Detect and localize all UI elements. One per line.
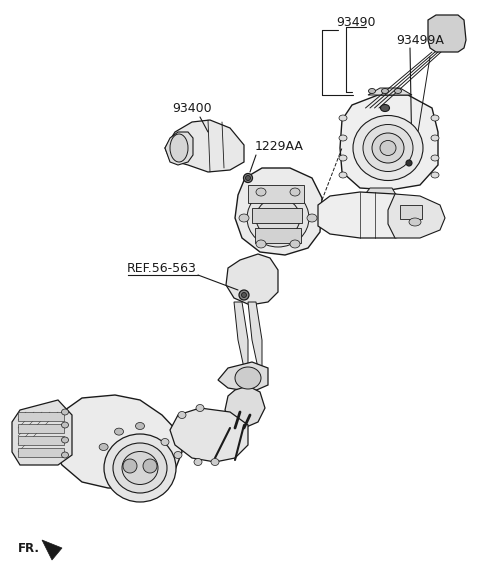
Ellipse shape (135, 423, 144, 430)
Ellipse shape (61, 422, 69, 428)
Bar (248, 185, 304, 203)
Ellipse shape (235, 367, 261, 389)
Ellipse shape (353, 116, 423, 180)
Ellipse shape (178, 411, 186, 419)
Ellipse shape (239, 290, 249, 300)
Text: 93499A: 93499A (396, 34, 444, 47)
Ellipse shape (113, 443, 167, 493)
Ellipse shape (61, 409, 69, 415)
Bar (18, 412, 64, 421)
Ellipse shape (256, 198, 300, 238)
Ellipse shape (256, 240, 266, 248)
Bar (255, 228, 301, 243)
Bar (433, 20, 442, 27)
Ellipse shape (243, 174, 252, 183)
Polygon shape (165, 132, 193, 165)
Ellipse shape (211, 458, 219, 465)
Ellipse shape (196, 404, 204, 411)
Ellipse shape (99, 444, 108, 450)
Ellipse shape (372, 133, 404, 163)
Polygon shape (170, 408, 248, 462)
Ellipse shape (143, 459, 157, 473)
Ellipse shape (339, 172, 347, 178)
Ellipse shape (123, 459, 137, 473)
Ellipse shape (104, 434, 176, 502)
Ellipse shape (431, 115, 439, 121)
Text: FR.: FR. (18, 542, 40, 555)
Polygon shape (368, 88, 412, 95)
Ellipse shape (431, 155, 439, 161)
Polygon shape (388, 194, 445, 238)
Bar (445, 40, 454, 47)
Polygon shape (225, 386, 265, 428)
Polygon shape (218, 362, 268, 392)
Text: 93490: 93490 (336, 16, 376, 29)
Ellipse shape (431, 135, 439, 141)
Bar (433, 40, 442, 47)
Ellipse shape (339, 155, 347, 161)
Ellipse shape (247, 189, 309, 247)
Bar (252, 208, 302, 223)
Polygon shape (428, 15, 466, 52)
Polygon shape (234, 302, 248, 368)
Text: 93400: 93400 (172, 102, 212, 115)
Polygon shape (226, 254, 278, 305)
Bar (445, 30, 454, 37)
Ellipse shape (170, 134, 188, 162)
Ellipse shape (61, 437, 69, 443)
Bar (18, 436, 64, 445)
Polygon shape (42, 540, 62, 560)
Ellipse shape (339, 135, 347, 141)
Ellipse shape (290, 240, 300, 248)
Ellipse shape (406, 160, 412, 166)
Ellipse shape (290, 188, 300, 196)
Ellipse shape (122, 451, 158, 484)
Ellipse shape (115, 428, 123, 435)
Polygon shape (248, 302, 262, 368)
Ellipse shape (245, 176, 251, 180)
Ellipse shape (256, 188, 266, 196)
Polygon shape (340, 95, 438, 190)
Ellipse shape (241, 292, 247, 298)
Polygon shape (318, 192, 435, 238)
Bar (18, 424, 64, 433)
Bar (18, 448, 64, 457)
Polygon shape (165, 120, 244, 172)
Ellipse shape (194, 458, 202, 465)
Text: REF.56-563: REF.56-563 (127, 262, 197, 275)
Ellipse shape (339, 115, 347, 121)
Ellipse shape (174, 451, 182, 458)
Polygon shape (362, 188, 398, 202)
Ellipse shape (369, 89, 375, 93)
Ellipse shape (161, 438, 169, 446)
Ellipse shape (395, 89, 401, 93)
Bar (445, 20, 454, 27)
Bar (433, 30, 442, 37)
Ellipse shape (239, 214, 249, 222)
Ellipse shape (380, 140, 396, 156)
Ellipse shape (381, 104, 389, 112)
Polygon shape (235, 168, 322, 255)
Polygon shape (12, 400, 72, 465)
Ellipse shape (61, 452, 69, 458)
Polygon shape (52, 395, 182, 488)
Ellipse shape (382, 89, 388, 93)
Ellipse shape (307, 214, 317, 222)
Ellipse shape (409, 218, 421, 226)
Bar (400, 205, 422, 219)
Ellipse shape (363, 124, 413, 171)
Text: 1229AA: 1229AA (255, 140, 304, 153)
Ellipse shape (431, 172, 439, 178)
